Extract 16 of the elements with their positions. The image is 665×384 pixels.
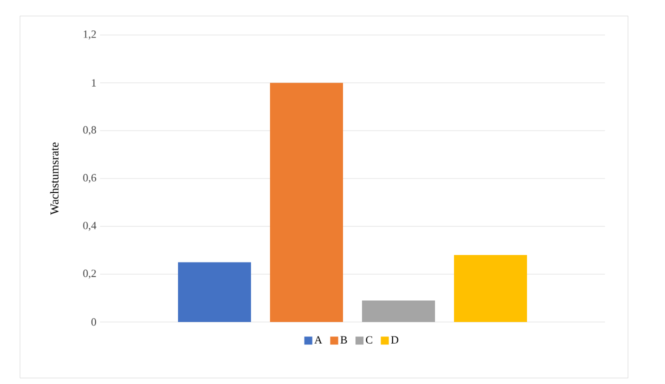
bar [362,300,436,322]
y-axis-title: Wachstumsrate [50,142,59,215]
y-tick-label: 0,2 [83,270,96,279]
bar [270,82,344,322]
bar [454,255,528,322]
legend-label: B [340,336,347,344]
bar [178,262,252,322]
y-tick-label: 0,4 [83,222,96,231]
legend-label: C [366,336,372,344]
y-tick-label: 0,8 [83,126,96,136]
legend-label: D [391,336,398,344]
y-tick-label: 0,6 [83,174,96,183]
y-tick-label: 0 [91,318,96,326]
legend-label: A [314,336,322,344]
y-tick-label: 1 [92,79,96,86]
y-tick-label: 1,2 [84,30,96,40]
